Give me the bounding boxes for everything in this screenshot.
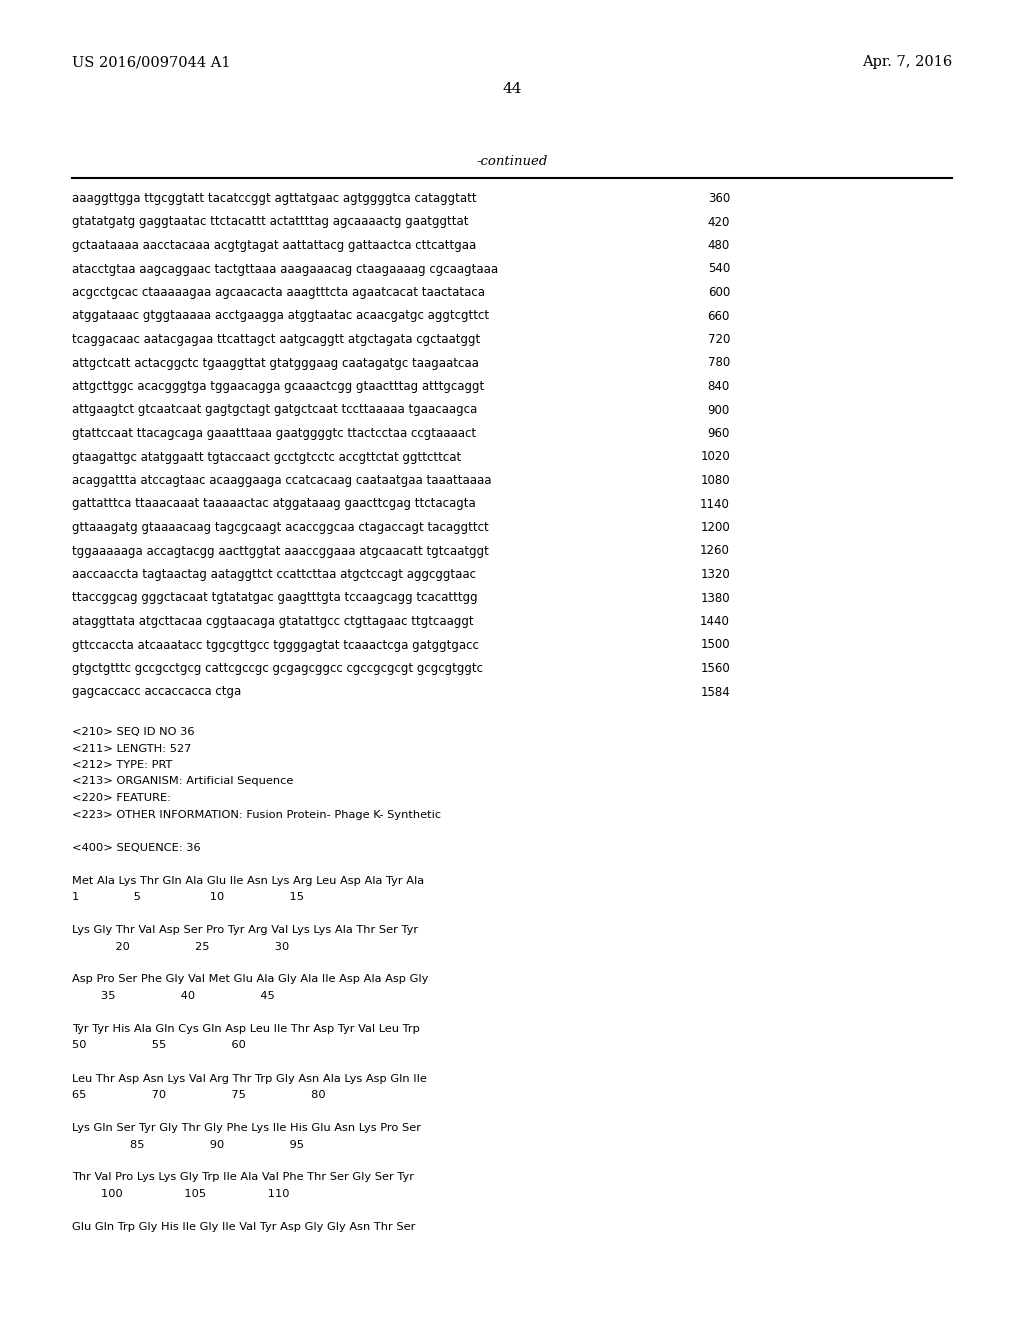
- Text: attgaagtct gtcaatcaat gagtgctagt gatgctcaat tccttaaaaa tgaacaagca: attgaagtct gtcaatcaat gagtgctagt gatgctc…: [72, 404, 477, 417]
- Text: 1560: 1560: [700, 663, 730, 675]
- Text: Apr. 7, 2016: Apr. 7, 2016: [862, 55, 952, 69]
- Text: aaaggttgga ttgcggtatt tacatccggt agttatgaac agtggggtca cataggtatt: aaaggttgga ttgcggtatt tacatccggt agttatg…: [72, 191, 476, 205]
- Text: Asp Pro Ser Phe Gly Val Met Glu Ala Gly Ala Ile Asp Ala Asp Gly: Asp Pro Ser Phe Gly Val Met Glu Ala Gly …: [72, 974, 428, 985]
- Text: 1500: 1500: [700, 639, 730, 652]
- Text: 1200: 1200: [700, 521, 730, 535]
- Text: 660: 660: [708, 309, 730, 322]
- Text: acgcctgcac ctaaaaagaa agcaacacta aaagtttcta agaatcacat taactataca: acgcctgcac ctaaaaagaa agcaacacta aaagttt…: [72, 286, 485, 300]
- Text: Met Ala Lys Thr Gln Ala Glu Ile Asn Lys Arg Leu Asp Ala Tyr Ala: Met Ala Lys Thr Gln Ala Glu Ile Asn Lys …: [72, 875, 424, 886]
- Text: 50                  55                  60: 50 55 60: [72, 1040, 246, 1051]
- Text: <220> FEATURE:: <220> FEATURE:: [72, 793, 171, 803]
- Text: <400> SEQUENCE: 36: <400> SEQUENCE: 36: [72, 842, 201, 853]
- Text: gtattccaat ttacagcaga gaaatttaaa gaatggggtc ttactcctaa ccgtaaaact: gtattccaat ttacagcaga gaaatttaaa gaatggg…: [72, 426, 476, 440]
- Text: acaggattta atccagtaac acaaggaaga ccatcacaag caataatgaa taaattaaaa: acaggattta atccagtaac acaaggaaga ccatcac…: [72, 474, 492, 487]
- Text: atacctgtaa aagcaggaac tactgttaaa aaagaaacag ctaagaaaag cgcaagtaaa: atacctgtaa aagcaggaac tactgttaaa aaagaaa…: [72, 263, 498, 276]
- Text: attgctcatt actacggctc tgaaggttat gtatgggaag caatagatgc taagaatcaa: attgctcatt actacggctc tgaaggttat gtatggg…: [72, 356, 479, 370]
- Text: 900: 900: [708, 404, 730, 417]
- Text: 360: 360: [708, 191, 730, 205]
- Text: atggataaac gtggtaaaaa acctgaagga atggtaatac acaacgatgc aggtcgttct: atggataaac gtggtaaaaa acctgaagga atggtaa…: [72, 309, 489, 322]
- Text: 100                 105                 110: 100 105 110: [72, 1189, 290, 1199]
- Text: tcaggacaac aatacgagaa ttcattagct aatgcaggtt atgctagata cgctaatggt: tcaggacaac aatacgagaa ttcattagct aatgcag…: [72, 333, 480, 346]
- Text: 44: 44: [502, 82, 522, 96]
- Text: aaccaaccta tagtaactag aataggttct ccattcttaa atgctccagt aggcggtaac: aaccaaccta tagtaactag aataggttct ccattct…: [72, 568, 476, 581]
- Text: ttaccggcag gggctacaat tgtatatgac gaagtttgta tccaagcagg tcacatttgg: ttaccggcag gggctacaat tgtatatgac gaagttt…: [72, 591, 477, 605]
- Text: 480: 480: [708, 239, 730, 252]
- Text: Tyr Tyr His Ala Gln Cys Gln Asp Leu Ile Thr Asp Tyr Val Leu Trp: Tyr Tyr His Ala Gln Cys Gln Asp Leu Ile …: [72, 1024, 420, 1034]
- Text: <223> OTHER INFORMATION: Fusion Protein- Phage K- Synthetic: <223> OTHER INFORMATION: Fusion Protein-…: [72, 809, 441, 820]
- Text: -continued: -continued: [476, 154, 548, 168]
- Text: Glu Gln Trp Gly His Ile Gly Ile Val Tyr Asp Gly Gly Asn Thr Ser: Glu Gln Trp Gly His Ile Gly Ile Val Tyr …: [72, 1222, 416, 1232]
- Text: 840: 840: [708, 380, 730, 393]
- Text: Lys Gly Thr Val Asp Ser Pro Tyr Arg Val Lys Lys Ala Thr Ser Tyr: Lys Gly Thr Val Asp Ser Pro Tyr Arg Val …: [72, 925, 418, 935]
- Text: 1320: 1320: [700, 568, 730, 581]
- Text: gttaaagatg gtaaaacaag tagcgcaagt acaccggcaa ctagaccagt tacaggttct: gttaaagatg gtaaaacaag tagcgcaagt acaccgg…: [72, 521, 488, 535]
- Text: attgcttggc acacgggtga tggaacagga gcaaactcgg gtaactttag atttgcaggt: attgcttggc acacgggtga tggaacagga gcaaact…: [72, 380, 484, 393]
- Text: 540: 540: [708, 263, 730, 276]
- Text: 1380: 1380: [700, 591, 730, 605]
- Text: 720: 720: [708, 333, 730, 346]
- Text: 35                  40                  45: 35 40 45: [72, 991, 274, 1001]
- Text: <211> LENGTH: 527: <211> LENGTH: 527: [72, 743, 191, 754]
- Text: gctaataaaa aacctacaaa acgtgtagat aattattacg gattaactca cttcattgaa: gctaataaaa aacctacaaa acgtgtagat aattatt…: [72, 239, 476, 252]
- Text: gtatatgatg gaggtaatac ttctacattt actattttag agcaaaactg gaatggttat: gtatatgatg gaggtaatac ttctacattt actattt…: [72, 215, 469, 228]
- Text: tggaaaaaga accagtacgg aacttggtat aaaccggaaa atgcaacatt tgtcaatggt: tggaaaaaga accagtacgg aacttggtat aaaccgg…: [72, 544, 488, 557]
- Text: 420: 420: [708, 215, 730, 228]
- Text: <213> ORGANISM: Artificial Sequence: <213> ORGANISM: Artificial Sequence: [72, 776, 293, 787]
- Text: Leu Thr Asp Asn Lys Val Arg Thr Trp Gly Asn Ala Lys Asp Gln Ile: Leu Thr Asp Asn Lys Val Arg Thr Trp Gly …: [72, 1073, 427, 1084]
- Text: Lys Gln Ser Tyr Gly Thr Gly Phe Lys Ile His Glu Asn Lys Pro Ser: Lys Gln Ser Tyr Gly Thr Gly Phe Lys Ile …: [72, 1123, 421, 1133]
- Text: gagcaccacc accaccacca ctga: gagcaccacc accaccacca ctga: [72, 685, 242, 698]
- Text: ataggttata atgcttacaa cggtaacaga gtatattgcc ctgttagaac ttgtcaaggt: ataggttata atgcttacaa cggtaacaga gtatatt…: [72, 615, 474, 628]
- Text: gttccaccta atcaaatacc tggcgttgcc tggggagtat tcaaactcga gatggtgacc: gttccaccta atcaaatacc tggcgttgcc tggggag…: [72, 639, 479, 652]
- Text: Thr Val Pro Lys Lys Gly Trp Ile Ala Val Phe Thr Ser Gly Ser Tyr: Thr Val Pro Lys Lys Gly Trp Ile Ala Val …: [72, 1172, 414, 1183]
- Text: 1440: 1440: [700, 615, 730, 628]
- Text: 1020: 1020: [700, 450, 730, 463]
- Text: 1260: 1260: [700, 544, 730, 557]
- Text: 1               5                   10                  15: 1 5 10 15: [72, 892, 304, 902]
- Text: 1584: 1584: [700, 685, 730, 698]
- Text: gtgctgtttc gccgcctgcg cattcgccgc gcgagcggcc cgccgcgcgt gcgcgtggtc: gtgctgtttc gccgcctgcg cattcgccgc gcgagcg…: [72, 663, 483, 675]
- Text: 85                  90                  95: 85 90 95: [72, 1139, 304, 1150]
- Text: 1080: 1080: [700, 474, 730, 487]
- Text: <210> SEQ ID NO 36: <210> SEQ ID NO 36: [72, 727, 195, 737]
- Text: 600: 600: [708, 286, 730, 300]
- Text: 65                  70                  75                  80: 65 70 75 80: [72, 1090, 326, 1100]
- Text: 1140: 1140: [700, 498, 730, 511]
- Text: 960: 960: [708, 426, 730, 440]
- Text: gattatttca ttaaacaaat taaaaactac atggataaag gaacttcgag ttctacagta: gattatttca ttaaacaaat taaaaactac atggata…: [72, 498, 476, 511]
- Text: <212> TYPE: PRT: <212> TYPE: PRT: [72, 760, 172, 770]
- Text: 20                  25                  30: 20 25 30: [72, 941, 289, 952]
- Text: 780: 780: [708, 356, 730, 370]
- Text: US 2016/0097044 A1: US 2016/0097044 A1: [72, 55, 230, 69]
- Text: gtaagattgc atatggaatt tgtaccaact gcctgtcctc accgttctat ggttcttcat: gtaagattgc atatggaatt tgtaccaact gcctgtc…: [72, 450, 461, 463]
